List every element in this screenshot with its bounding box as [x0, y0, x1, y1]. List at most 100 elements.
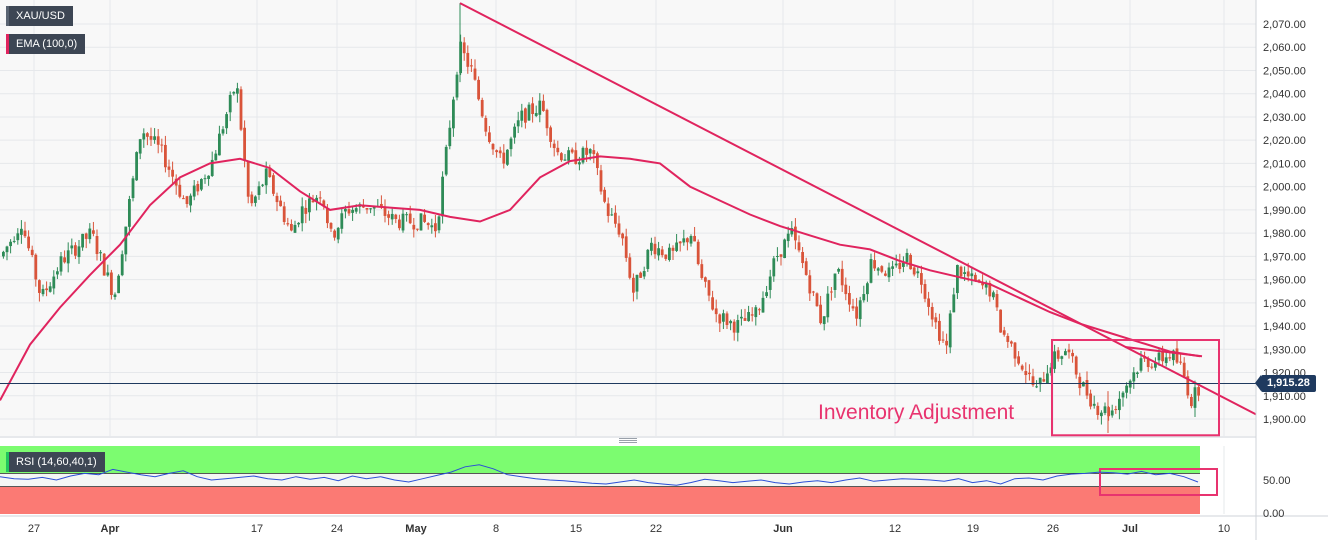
candle-body — [592, 150, 596, 155]
candle-body — [966, 271, 970, 277]
main-pane-bg — [0, 0, 1256, 436]
candle-body — [362, 206, 365, 208]
candle-body — [894, 263, 898, 266]
candle-body — [138, 139, 142, 154]
candle-body — [495, 150, 498, 153]
candle-body — [462, 42, 466, 54]
candle-body — [311, 200, 315, 203]
x-tick-label: 8 — [493, 523, 499, 535]
legend-rsi[interactable]: RSI (14,60,40,1) — [6, 452, 105, 472]
candle-body — [344, 208, 347, 212]
y-tick-label: 1,970.00 — [1263, 251, 1306, 263]
ema-swatch — [6, 34, 9, 54]
candle-body — [120, 254, 124, 276]
legend-ema[interactable]: EMA (100,0) — [6, 34, 86, 54]
candle-body — [1190, 396, 1193, 407]
candle-body — [534, 113, 538, 116]
candle-body — [210, 159, 214, 176]
candle-body — [779, 254, 783, 257]
pane-divider[interactable] — [0, 436, 1256, 443]
candle-body — [725, 313, 729, 325]
candle-body — [401, 213, 405, 231]
candle-body — [819, 304, 822, 324]
candle-body — [1172, 350, 1175, 361]
candle-body — [804, 261, 808, 275]
candle-body — [772, 258, 776, 277]
candle-body — [84, 233, 88, 239]
candle-body — [797, 242, 801, 251]
candle-body — [318, 197, 322, 199]
candle-body — [300, 206, 304, 224]
ema-line — [0, 155, 1201, 401]
candle-body — [1064, 351, 1067, 356]
candle-body — [394, 214, 398, 219]
candle-body — [1096, 405, 1100, 416]
candle-body — [563, 159, 567, 161]
candle-body — [578, 162, 581, 165]
candle-body — [164, 144, 167, 168]
candle-body — [927, 298, 930, 307]
candle-body — [750, 314, 754, 316]
candle-body — [153, 136, 156, 140]
candle-body — [945, 340, 948, 346]
candle-body — [304, 207, 308, 214]
candle-body — [488, 132, 491, 142]
candle-body — [632, 277, 635, 293]
candle-body — [988, 282, 992, 297]
candle-body — [642, 271, 646, 277]
candle-body — [192, 185, 196, 197]
candle-body — [808, 275, 812, 294]
candle-body — [466, 52, 470, 67]
candle-body — [12, 240, 16, 242]
candle-body — [542, 100, 545, 111]
candle-body — [149, 136, 153, 140]
candle-body — [1146, 358, 1150, 368]
candle-body — [948, 313, 952, 348]
candle-body — [610, 214, 614, 216]
candle-body — [603, 189, 606, 202]
candle-body — [912, 267, 916, 275]
candle-body — [48, 286, 52, 292]
y-tick-label: 2,030.00 — [1263, 112, 1306, 124]
overlays — [0, 2, 1257, 496]
price-swatch — [6, 6, 9, 26]
candle-body — [822, 316, 826, 325]
candle-body — [768, 276, 772, 290]
candle-body — [2, 251, 5, 257]
candle-body — [815, 293, 819, 307]
candle-body — [113, 294, 117, 297]
candle-body — [880, 266, 884, 272]
candle-body — [142, 133, 146, 140]
candle-body — [383, 207, 387, 216]
legend-price[interactable]: XAU/USD — [6, 6, 73, 26]
short-trendline — [1124, 345, 1203, 358]
candle-body — [509, 138, 513, 150]
candle-body — [290, 223, 293, 231]
candle-body — [696, 241, 700, 265]
candle-body — [801, 252, 804, 264]
candle-body — [833, 273, 837, 290]
candle-body — [538, 100, 542, 115]
candle-body — [77, 246, 81, 258]
candle-body — [599, 170, 603, 192]
candle-body — [1071, 352, 1074, 357]
candle-body — [740, 316, 743, 319]
candle-body — [650, 242, 653, 251]
candle-body — [887, 267, 891, 278]
candle-body — [95, 236, 99, 255]
candle-body — [758, 309, 761, 311]
candle-body — [657, 248, 660, 256]
candle-body — [1121, 392, 1125, 398]
candle-body — [1197, 387, 1200, 396]
candle-body — [412, 224, 416, 230]
candle-body — [63, 257, 66, 263]
candle-body — [668, 247, 671, 260]
candle-body — [786, 233, 790, 242]
candle-body — [812, 291, 815, 293]
candle-body — [477, 79, 480, 100]
candle-body — [243, 127, 246, 161]
candle-body — [1060, 356, 1064, 359]
candle-body — [866, 283, 869, 295]
y-tick-label: 1,930.00 — [1263, 344, 1306, 356]
